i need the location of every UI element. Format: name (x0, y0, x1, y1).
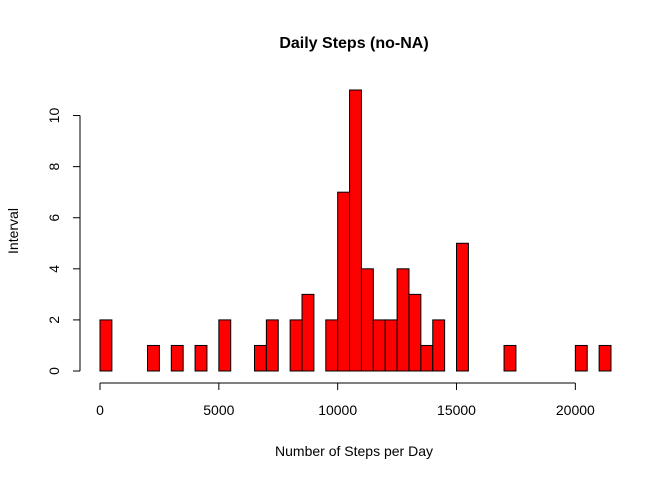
y-tick-label: 2 (46, 316, 62, 324)
y-tick-label: 0 (46, 367, 62, 375)
x-ticks-group: 0 5000 10000 15000 20000 (96, 383, 595, 418)
histogram-bar (218, 319, 232, 372)
histogram-bar (289, 319, 303, 372)
x-axis-label: Number of Steps per Day (275, 443, 433, 459)
histogram-bar (349, 89, 362, 372)
x-tick-label: 5000 (203, 402, 234, 418)
y-ticks-group: 0 2 4 6 8 10 (46, 108, 80, 375)
histogram-bar (396, 268, 410, 372)
histogram-bar (147, 344, 160, 372)
histogram-bar (372, 319, 386, 372)
histogram-bar (99, 319, 113, 372)
x-tick-label: 0 (96, 402, 104, 418)
histogram-bar (432, 319, 446, 372)
histogram-bar (301, 293, 315, 372)
histogram-bar (194, 344, 208, 372)
y-axis-label: Interval (5, 208, 21, 254)
histogram-bar (503, 344, 517, 372)
bars-group (99, 89, 612, 372)
histogram-bar (170, 344, 184, 372)
y-tick-label: 8 (46, 163, 62, 171)
histogram-bar (384, 319, 398, 372)
histogram-bar (265, 319, 279, 372)
histogram-bar (337, 191, 351, 372)
histogram-bar (360, 268, 374, 372)
y-tick-label: 10 (46, 108, 62, 124)
histogram-bar (598, 344, 612, 372)
chart-title: Daily Steps (no-NA) (279, 35, 428, 52)
x-tick-label: 15000 (437, 402, 476, 418)
histogram-bar (420, 344, 434, 372)
histogram-bar (456, 242, 469, 372)
histogram-bar (253, 344, 267, 372)
y-tick-label: 4 (46, 265, 62, 273)
x-tick-label: 10000 (318, 402, 357, 418)
x-tick-label: 20000 (556, 402, 595, 418)
y-tick-label: 6 (46, 214, 62, 222)
histogram-bar (408, 293, 422, 372)
histogram-bar (325, 319, 339, 372)
histogram-bar (574, 344, 588, 372)
